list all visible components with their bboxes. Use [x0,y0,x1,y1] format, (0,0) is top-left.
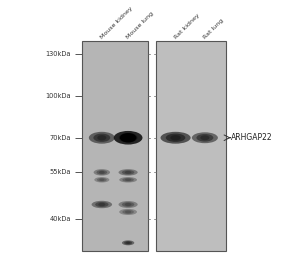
Ellipse shape [99,171,105,174]
Bar [82,41,148,252]
Ellipse shape [97,135,106,140]
Ellipse shape [94,169,110,176]
Bar [156,41,226,252]
Ellipse shape [125,203,132,206]
Ellipse shape [95,202,108,207]
Ellipse shape [93,134,110,142]
Ellipse shape [99,178,104,181]
Ellipse shape [126,242,130,244]
Text: Rat lung: Rat lung [203,18,225,40]
Text: 40kDa: 40kDa [50,216,71,222]
Ellipse shape [123,135,133,141]
Text: 70kDa: 70kDa [50,135,71,141]
Ellipse shape [92,201,112,208]
Ellipse shape [200,135,209,140]
Ellipse shape [196,134,213,142]
Ellipse shape [119,169,138,176]
Ellipse shape [122,178,134,182]
Text: 130kDa: 130kDa [46,51,71,57]
Ellipse shape [98,203,106,206]
Ellipse shape [124,241,132,244]
Ellipse shape [192,132,218,143]
Ellipse shape [119,201,138,208]
Ellipse shape [89,132,115,144]
Text: Rat kidney: Rat kidney [173,13,201,40]
Ellipse shape [125,178,131,181]
Ellipse shape [94,177,109,182]
Ellipse shape [166,134,185,142]
Ellipse shape [170,135,181,140]
Ellipse shape [119,209,137,215]
Ellipse shape [97,178,107,182]
Ellipse shape [119,177,137,182]
Text: 100kDa: 100kDa [46,93,71,99]
Ellipse shape [125,210,131,213]
Ellipse shape [122,210,134,214]
Text: ARHGAP22: ARHGAP22 [231,133,273,142]
Ellipse shape [122,202,134,207]
Ellipse shape [122,240,134,245]
Ellipse shape [119,133,138,143]
Text: Mouse kidney: Mouse kidney [100,6,134,40]
Text: Mouse lung: Mouse lung [126,11,155,40]
Ellipse shape [114,131,142,145]
Ellipse shape [125,171,132,174]
Ellipse shape [120,133,136,143]
Text: 55kDa: 55kDa [50,169,71,175]
Ellipse shape [160,132,191,144]
Ellipse shape [97,170,107,175]
Ellipse shape [122,170,134,175]
